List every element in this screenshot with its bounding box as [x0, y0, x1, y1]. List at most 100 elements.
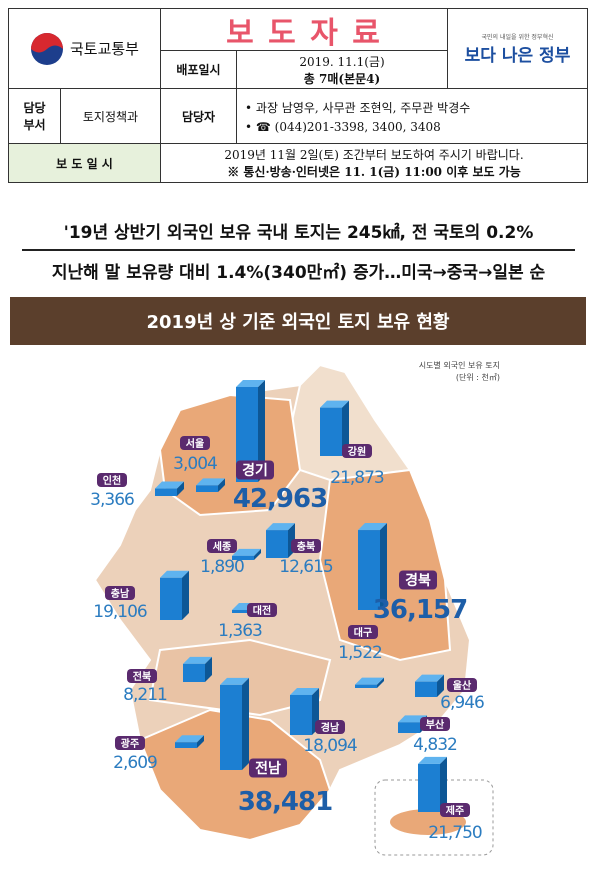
person-cell: • 과장 남영우, 사무관 조현익, 주무관 박경수 • ☎ (044)201-… [236, 88, 588, 144]
bar-top [355, 677, 384, 685]
region-name: 서울 [186, 437, 204, 450]
bar [160, 577, 182, 620]
bar [232, 555, 254, 560]
region-name: 대전 [253, 604, 271, 617]
region-pill [342, 444, 372, 458]
bar-top [220, 677, 249, 685]
bar-top [160, 570, 189, 578]
phone: (044)201-3398, 3400, 3408 [274, 119, 441, 134]
bar-side [182, 570, 189, 620]
release-cell: 2019. 11.1(금) 총 7매(본문4) [236, 50, 448, 89]
region-value: 4,832 [413, 735, 457, 755]
logo-cell: 국토교통부 [8, 8, 161, 89]
map: 시도별 외국인 보유 토지 (단위 : 천㎡) 서울 3,004 경기 42,963 강… [10, 345, 586, 865]
region-value: 1,890 [200, 557, 244, 577]
bar-top [183, 656, 212, 664]
region-name: 광주 [121, 738, 139, 750]
embargo-label: 보 도 일 시 [8, 143, 161, 183]
bar [355, 684, 377, 688]
region-value: 1,363 [218, 621, 262, 641]
region-pill [180, 436, 210, 450]
region-name: 대구 [354, 626, 372, 639]
bar [290, 694, 312, 735]
bar [418, 763, 440, 812]
region-pill [315, 720, 345, 734]
region-name: 경북 [405, 572, 431, 589]
persons: 과장 남영우, 사무관 조현익, 주무관 박경수 [255, 100, 471, 115]
bar [175, 742, 197, 748]
region-pill [420, 717, 450, 731]
region-pill [236, 460, 274, 480]
embargo-text: 2019년 11월 2일(토) 조간부터 보도하여 주시기 바랍니다. [224, 148, 524, 162]
bar [320, 407, 342, 456]
region-pill [440, 803, 470, 817]
bar [232, 609, 254, 613]
bar-top [418, 756, 447, 764]
region-pill [207, 539, 237, 553]
embargo-cell: 2019년 11월 2일(토) 조간부터 보도하여 주시기 바랍니다. ※ 통신… [160, 143, 588, 183]
bar-side [197, 735, 204, 748]
bar-top [236, 380, 265, 387]
bar-side [440, 756, 447, 812]
region-name: 전남 [255, 760, 281, 777]
bar-top [266, 523, 295, 531]
bar [220, 684, 242, 770]
region-value: 3,004 [173, 454, 217, 474]
bar-top [290, 687, 319, 695]
bar-top [175, 735, 204, 743]
phone-line: • ☎ (044)201-3398, 3400, 3408 [245, 119, 441, 134]
bar [236, 387, 258, 482]
region-pill [447, 678, 477, 692]
region-name: 울산 [453, 679, 472, 692]
infographic-title: 2019년 상 기준 외국인 토지 보유 현황 [10, 297, 586, 345]
bar-top [358, 523, 387, 531]
region-name: 부산 [426, 718, 445, 731]
region-value: 3,366 [90, 490, 134, 510]
bar-side [177, 481, 184, 496]
bar [398, 722, 420, 733]
dept: 토지정책과 [60, 88, 161, 144]
slogan: 보다 나은 정부 [464, 45, 571, 66]
region-value: 8,211 [123, 685, 167, 705]
bar-side [218, 478, 225, 492]
bar-top [155, 481, 184, 489]
bar [183, 663, 205, 682]
bar-side [254, 548, 261, 560]
bar [155, 488, 177, 496]
dept-label: 담당 부서 [8, 88, 61, 144]
agency-name: 국토교통부 [69, 40, 139, 58]
page-count: 총 7매(본문4) [303, 71, 381, 86]
legend-unit: (단위 : 천㎡) [456, 372, 500, 382]
slogan-cell: 국민의 내일을 위한 정부혁신 보다 나은 정부 [447, 8, 588, 89]
logo-emblem [30, 32, 63, 65]
region-name: 경기 [242, 462, 268, 479]
bar-top [398, 715, 427, 723]
region-name: 충남 [111, 587, 130, 600]
region-value: 38,481 [238, 787, 332, 817]
region-value: 12,615 [279, 557, 333, 577]
release-date: 2019. 11.1(금) [299, 54, 385, 69]
title-cell: 보 도 자 료 [160, 8, 448, 51]
region-name: 세종 [213, 540, 231, 553]
region-pill [115, 736, 145, 750]
bar-side [342, 400, 349, 456]
bar-top [320, 400, 349, 408]
region-name: 전북 [133, 670, 151, 683]
headline: '19년 상반기 외국인 보유 국내 토지는 245㎢, 전 국토의 0.2% [63, 223, 534, 243]
region-value: 42,963 [233, 484, 327, 514]
headline: 지난해 말 보유량 대비 1.4%(340만㎡) 증가…미국→중국→일본 순 [51, 263, 546, 283]
region-name: 경남 [321, 721, 340, 734]
bar-top [415, 674, 444, 682]
bar-side [380, 523, 387, 610]
region-name: 제주 [446, 804, 464, 817]
region-pill [399, 570, 437, 590]
bar [415, 681, 437, 697]
region-value: 36,157 [373, 595, 467, 625]
region-pill [105, 586, 135, 600]
region-pill [247, 603, 277, 617]
person-label: 담당자 [160, 88, 237, 144]
region-value: 6,946 [440, 693, 484, 713]
region-pill [291, 539, 321, 553]
bar-side [258, 380, 265, 482]
